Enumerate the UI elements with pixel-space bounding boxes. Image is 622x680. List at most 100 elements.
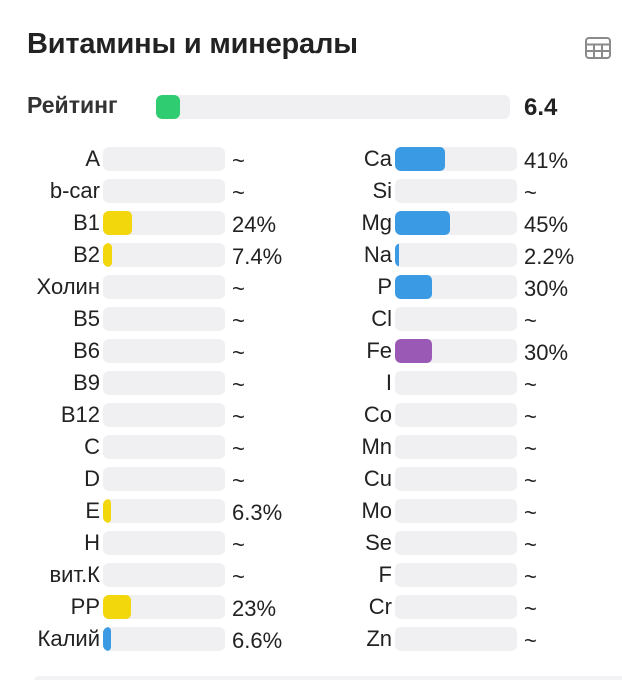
nutrient-name: E bbox=[85, 498, 100, 523]
nutrient-row: Cu ~ bbox=[292, 463, 622, 495]
nutrient-row: Fe 30% bbox=[292, 335, 622, 367]
nutrient-value: 6.3% bbox=[232, 500, 283, 525]
nutrient-bar-track bbox=[103, 563, 225, 587]
nutrient-row: b-car ~ bbox=[0, 175, 330, 207]
nutrient-value: 41% bbox=[524, 148, 569, 173]
nutrient-name: Ca bbox=[363, 146, 392, 171]
nutrient-bar-track bbox=[395, 627, 517, 651]
nutrient-name: Cu bbox=[363, 466, 392, 491]
nutrient-row: C ~ bbox=[0, 431, 330, 463]
nutrient-value: ~ bbox=[232, 148, 245, 173]
nutrient-bar-track bbox=[395, 147, 517, 171]
nutrient-name: Холин bbox=[36, 274, 100, 299]
nutrient-value: ~ bbox=[524, 404, 537, 429]
rating-bar-fill bbox=[156, 95, 180, 119]
nutrient-name: H bbox=[84, 530, 100, 555]
nutrient-name: Mg bbox=[361, 210, 392, 235]
nutrient-bar-track bbox=[103, 435, 225, 459]
nutrient-bar-track bbox=[395, 211, 517, 235]
nutrient-bar-fill bbox=[103, 499, 111, 523]
next-card-edge bbox=[34, 676, 622, 680]
nutrient-name: B2 bbox=[73, 242, 100, 267]
nutrient-row: Se ~ bbox=[292, 527, 622, 559]
nutrient-name: Zn bbox=[366, 626, 392, 651]
nutrient-row: Co ~ bbox=[292, 399, 622, 431]
nutrient-row: D ~ bbox=[0, 463, 330, 495]
nutrient-value: ~ bbox=[232, 532, 245, 557]
vitamins-column: A ~ b-car ~ B1 24% B2 7.4% Холин ~ B5 ~ B6 ~ B9 ~ B12 ~ C ~… bbox=[0, 143, 330, 655]
nutrient-bar-fill bbox=[395, 339, 432, 363]
nutrient-value: ~ bbox=[524, 180, 537, 205]
nutrient-row: Холин ~ bbox=[0, 271, 330, 303]
nutrient-name: B6 bbox=[73, 338, 100, 363]
nutrient-bar-fill bbox=[395, 211, 450, 235]
nutrient-value: 6.6% bbox=[232, 628, 283, 653]
nutrient-value: ~ bbox=[524, 372, 537, 397]
nutrient-bar-fill bbox=[103, 243, 112, 267]
nutrient-value: ~ bbox=[524, 308, 537, 333]
nutrient-name: Na bbox=[363, 242, 392, 267]
nutrient-value: ~ bbox=[524, 628, 537, 653]
nutrient-name: b-car bbox=[49, 178, 100, 203]
nutrient-row: Mn ~ bbox=[292, 431, 622, 463]
nutrient-bar-track bbox=[103, 307, 225, 331]
nutrient-value: ~ bbox=[232, 404, 245, 429]
rating-label: Рейтинг bbox=[27, 92, 118, 118]
nutrient-value: 30% bbox=[524, 276, 569, 301]
nutrient-value: ~ bbox=[232, 372, 245, 397]
nutrient-row: B5 ~ bbox=[0, 303, 330, 335]
nutrient-value: 7.4% bbox=[232, 244, 283, 269]
nutrient-name: D bbox=[84, 466, 100, 491]
nutrient-name: B9 bbox=[73, 370, 100, 395]
nutrient-name: B12 bbox=[60, 402, 100, 427]
nutrient-bar-track bbox=[103, 371, 225, 395]
nutrient-row: P 30% bbox=[292, 271, 622, 303]
nutrient-value: ~ bbox=[524, 436, 537, 461]
nutrient-row: Cl ~ bbox=[292, 303, 622, 335]
nutrient-bar-track bbox=[395, 435, 517, 459]
nutrient-bar-track bbox=[103, 179, 225, 203]
nutrient-name: C bbox=[84, 434, 100, 459]
nutrient-bar-track bbox=[395, 307, 517, 331]
nutrient-bar-track bbox=[395, 531, 517, 555]
nutrient-name: Si bbox=[372, 178, 392, 203]
nutrient-bar-fill bbox=[103, 211, 132, 235]
nutrient-row: Mg 45% bbox=[292, 207, 622, 239]
nutrient-bar-track bbox=[395, 275, 517, 299]
nutrient-row: F ~ bbox=[292, 559, 622, 591]
nutrient-value: 45% bbox=[524, 212, 569, 237]
rating-bar-track bbox=[156, 95, 510, 119]
nutrient-name: Калий bbox=[37, 626, 100, 651]
nutrient-value: 2.2% bbox=[524, 244, 575, 269]
nutrient-value: ~ bbox=[524, 564, 537, 589]
nutrient-name: I bbox=[385, 370, 392, 395]
nutrient-bar-track bbox=[395, 403, 517, 427]
nutrient-name: Mo bbox=[361, 498, 392, 523]
nutrient-bar-track bbox=[395, 595, 517, 619]
nutrient-row: B6 ~ bbox=[0, 335, 330, 367]
nutrient-name: A bbox=[85, 146, 100, 171]
table-grid-icon[interactable] bbox=[584, 34, 612, 62]
nutrient-value: ~ bbox=[232, 276, 245, 301]
nutrient-name: Cr bbox=[368, 594, 392, 619]
nutrient-value: 23% bbox=[232, 596, 277, 621]
nutrient-row: вит.К ~ bbox=[0, 559, 330, 591]
nutrient-bar-track bbox=[395, 499, 517, 523]
nutrient-value: ~ bbox=[524, 500, 537, 525]
nutrient-value: ~ bbox=[232, 468, 245, 493]
nutrient-bar-track bbox=[103, 211, 225, 235]
nutrient-value: ~ bbox=[524, 468, 537, 493]
nutrient-row: Na 2.2% bbox=[292, 239, 622, 271]
nutrient-bar-track bbox=[103, 243, 225, 267]
nutrient-value: ~ bbox=[232, 564, 245, 589]
nutrient-value: 30% bbox=[524, 340, 569, 365]
nutrient-bar-fill bbox=[103, 595, 131, 619]
nutrient-value: ~ bbox=[232, 436, 245, 461]
nutrient-name: Co bbox=[363, 402, 392, 427]
nutrient-row: H ~ bbox=[0, 527, 330, 559]
nutrient-bar-track bbox=[395, 179, 517, 203]
nutrient-name: Mn bbox=[361, 434, 392, 459]
nutrient-value: ~ bbox=[232, 340, 245, 365]
nutrient-value: 24% bbox=[232, 212, 277, 237]
